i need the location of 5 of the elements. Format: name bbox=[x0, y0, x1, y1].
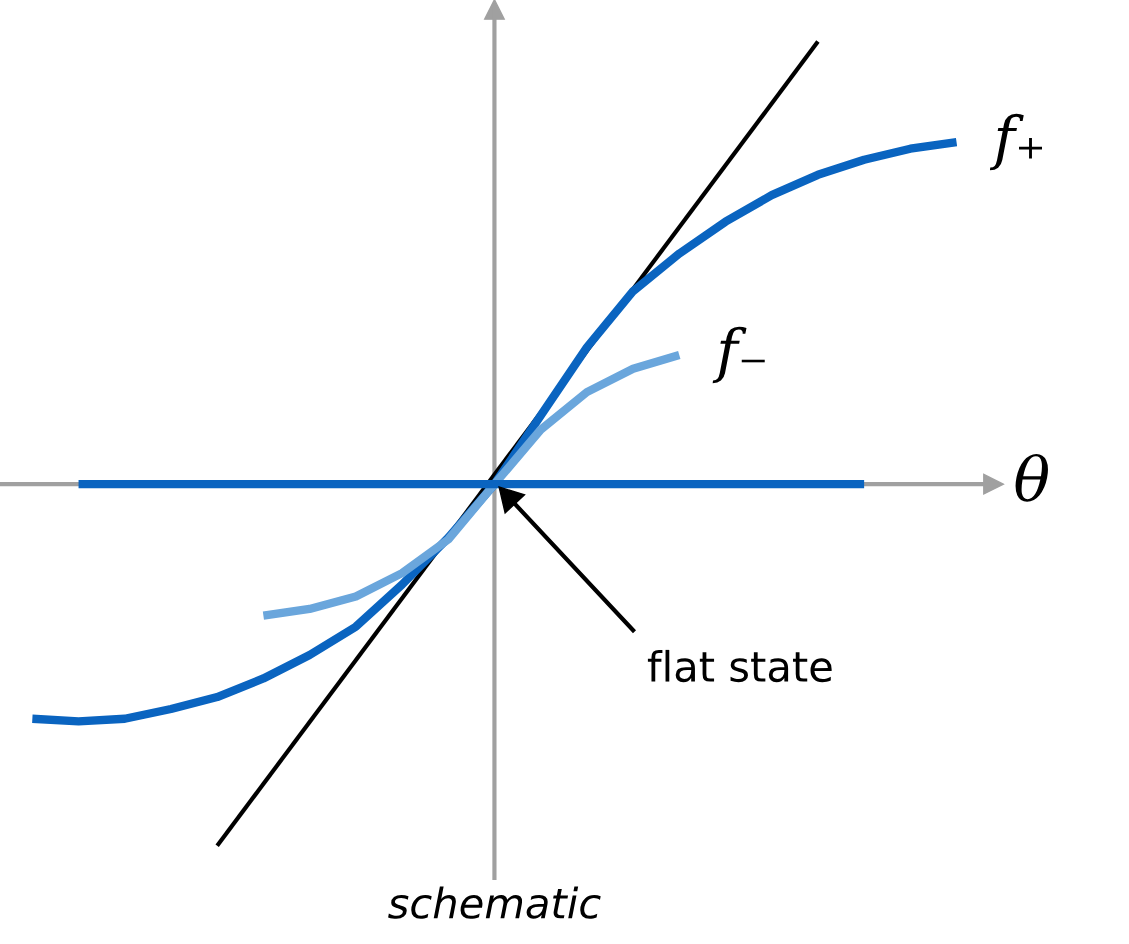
series-label: f₋ bbox=[712, 326, 765, 384]
text: schematic bbox=[388, 886, 601, 919]
annotation: flat state bbox=[647, 649, 832, 683]
x-axis-title: θ bbox=[1015, 453, 1048, 502]
series-label: f₊ bbox=[989, 113, 1042, 171]
